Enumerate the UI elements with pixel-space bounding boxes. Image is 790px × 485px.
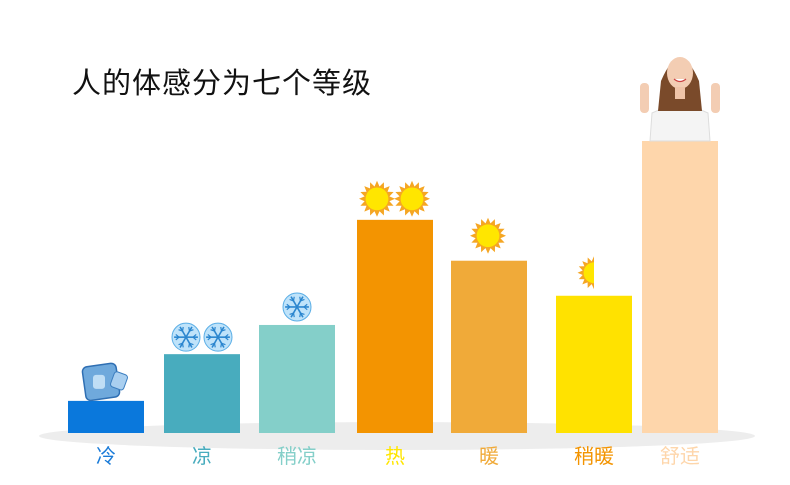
chart-title: 人的体感分为七个等级: [72, 66, 373, 100]
category-label: 稍暖: [574, 444, 614, 468]
bar-6: [556, 295, 632, 433]
sun-icon: [359, 180, 395, 217]
snowflake-icon: [171, 322, 201, 352]
snowflake-icon: [282, 292, 312, 322]
bar-4: [357, 219, 433, 433]
ice-cube-icon: [81, 362, 128, 402]
category-label: 热: [385, 444, 405, 468]
category-label: 稍凉: [277, 444, 317, 468]
category-label: 舒适: [660, 444, 700, 468]
category-label: 凉: [192, 444, 212, 468]
bar-2: [164, 354, 240, 433]
sun-icon: [394, 180, 430, 217]
sun-icon: [470, 217, 506, 254]
category-label: 冷: [96, 444, 116, 468]
bar-5: [451, 260, 527, 433]
snowflake-icon: [203, 322, 233, 352]
smiling-woman-photo: [640, 57, 720, 142]
category-label: 暖: [479, 444, 499, 468]
bar-3: [259, 324, 335, 433]
bar-1: [68, 400, 144, 433]
half-sun-icon: [577, 256, 594, 290]
bar-7: [642, 141, 718, 433]
